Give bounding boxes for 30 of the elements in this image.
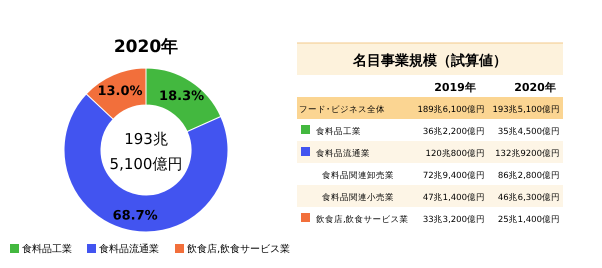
legend-label: 飲食店,飲食サービス業 (187, 243, 290, 255)
text: 86兆2,800億円 (498, 171, 560, 181)
category-label: 食料品流通業 (316, 149, 370, 159)
text: 36兆2,200億円 (422, 127, 485, 137)
category-label: 食料品関連卸売業 (322, 171, 394, 181)
text: 193兆5,100億円 (492, 105, 560, 115)
text: 193兆 (124, 130, 168, 148)
category-label: 飲食店,飲食サービス業 (316, 215, 409, 225)
data-label: 13.0% (97, 84, 143, 99)
text: 189兆6,100億円 (417, 105, 485, 115)
text: 名目事業規模（試算値） (352, 52, 507, 69)
text: 46兆6,300億円 (498, 193, 560, 203)
chart-title: 2020年 (114, 37, 178, 57)
category-label: 食料品関連小売業 (322, 193, 394, 203)
text: 35兆4,500億円 (498, 127, 560, 137)
data-label: 68.7% (112, 208, 158, 224)
text: 72兆9,400億円 (422, 171, 485, 181)
text: 47兆1,400億円 (422, 193, 485, 203)
category-label: 食料品工業 (316, 127, 361, 137)
category-label: フード･ビジネス全体 (299, 105, 385, 115)
legend-label: 食料品工業 (22, 243, 72, 255)
category-label: 2019年 (434, 81, 476, 94)
text: 33兆3,200億円 (422, 215, 485, 225)
text: 132兆9200億円 (495, 149, 560, 159)
text: 5,100億円 (110, 155, 182, 173)
category-label: 2020年 (514, 81, 556, 94)
text: 120兆800億円 (426, 149, 485, 159)
legend-label: 食料品流通業 (99, 243, 159, 255)
data-label: 18.3% (159, 89, 204, 104)
text: 25兆1,400億円 (498, 215, 560, 225)
